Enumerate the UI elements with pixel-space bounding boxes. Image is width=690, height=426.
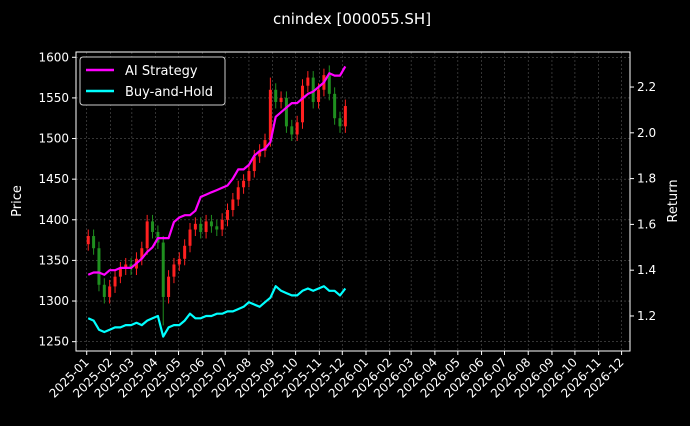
y-axis-label: Price	[10, 185, 25, 217]
candle-body	[167, 276, 171, 297]
y-tick-label: 1350	[38, 253, 69, 267]
candle-body	[177, 258, 181, 265]
y-axis-right: 1.2 1.4 1.6 1.8 2.0 2.2	[630, 80, 656, 323]
candle-body	[102, 284, 106, 297]
series-line-buy-and-hold	[87, 285, 347, 338]
candle-body	[231, 199, 235, 211]
plot-frame	[75, 51, 631, 352]
legend: AI Strategy Buy-and-Hold	[79, 56, 226, 106]
y2-tick-label: 2.0	[637, 126, 656, 140]
y2-tick-label: 1.6	[637, 217, 656, 231]
legend-label-buy-and-hold: Buy-and-Hold	[125, 85, 213, 100]
candle-body	[295, 122, 299, 135]
y2-tick-label: 1.4	[637, 263, 656, 277]
candle-body	[284, 97, 288, 127]
candle-body	[317, 89, 321, 102]
candle-body	[161, 242, 165, 297]
candle-body	[188, 229, 192, 246]
y2-tick-label: 1.8	[637, 172, 656, 186]
candle-body	[343, 106, 347, 127]
series-line-ai-strategy	[87, 65, 347, 276]
candle-body	[108, 286, 112, 297]
candle-body	[97, 248, 101, 285]
candle-body	[145, 221, 149, 249]
candle-body	[140, 248, 144, 259]
candle-body	[268, 89, 272, 141]
candle-body	[263, 140, 267, 151]
y2-axis-label: Return	[666, 179, 681, 222]
candle-body	[311, 77, 315, 102]
candle-body	[252, 156, 256, 172]
candle-body	[242, 180, 246, 188]
candle-body	[193, 223, 197, 230]
return-lines	[87, 65, 347, 338]
candle-body	[236, 187, 240, 200]
x-axis: 2025-012025-022025-032025-042025-052025-…	[46, 351, 627, 401]
candle-body	[333, 93, 337, 119]
y-tick-label: 1250	[38, 335, 69, 349]
y-tick-label: 1400	[38, 213, 69, 227]
candle-body	[92, 236, 96, 249]
candle-body	[204, 221, 208, 232]
candle-body	[226, 210, 230, 220]
candle-body	[258, 150, 262, 157]
candle-body	[338, 118, 342, 127]
y-tick-label: 1500	[38, 132, 69, 146]
candle-body	[220, 219, 224, 230]
candle-body	[151, 221, 155, 232]
candle-body	[327, 75, 331, 94]
y-tick-label: 1600	[38, 50, 69, 64]
candle-body	[183, 245, 187, 259]
candle-body	[215, 226, 219, 230]
y-tick-label: 1450	[38, 172, 69, 186]
candle-body	[113, 276, 117, 287]
y-tick-label: 1550	[38, 91, 69, 105]
candle-body	[290, 126, 294, 135]
candle-body	[247, 171, 251, 181]
y-tick-label: 1300	[38, 294, 69, 308]
y2-tick-label: 2.2	[637, 80, 656, 94]
candle-body	[118, 268, 122, 277]
legend-label-ai-strategy: AI Strategy	[125, 64, 198, 79]
candle-body	[300, 85, 304, 123]
candle-body	[274, 89, 278, 102]
candle-body	[124, 264, 128, 269]
candle-body	[86, 236, 90, 245]
candle-body	[172, 264, 176, 277]
candle-body	[279, 97, 283, 102]
legend-box	[79, 56, 226, 106]
chart-title: cnindex [000055.SH]	[273, 10, 431, 28]
candle-body	[306, 77, 310, 86]
candle-body	[199, 223, 203, 232]
y-axis-left: 1250 1300 1350 1400 1450 1500 1550 1600	[38, 50, 76, 349]
y2-tick-label: 1.2	[637, 309, 656, 323]
candle-body	[209, 221, 213, 227]
